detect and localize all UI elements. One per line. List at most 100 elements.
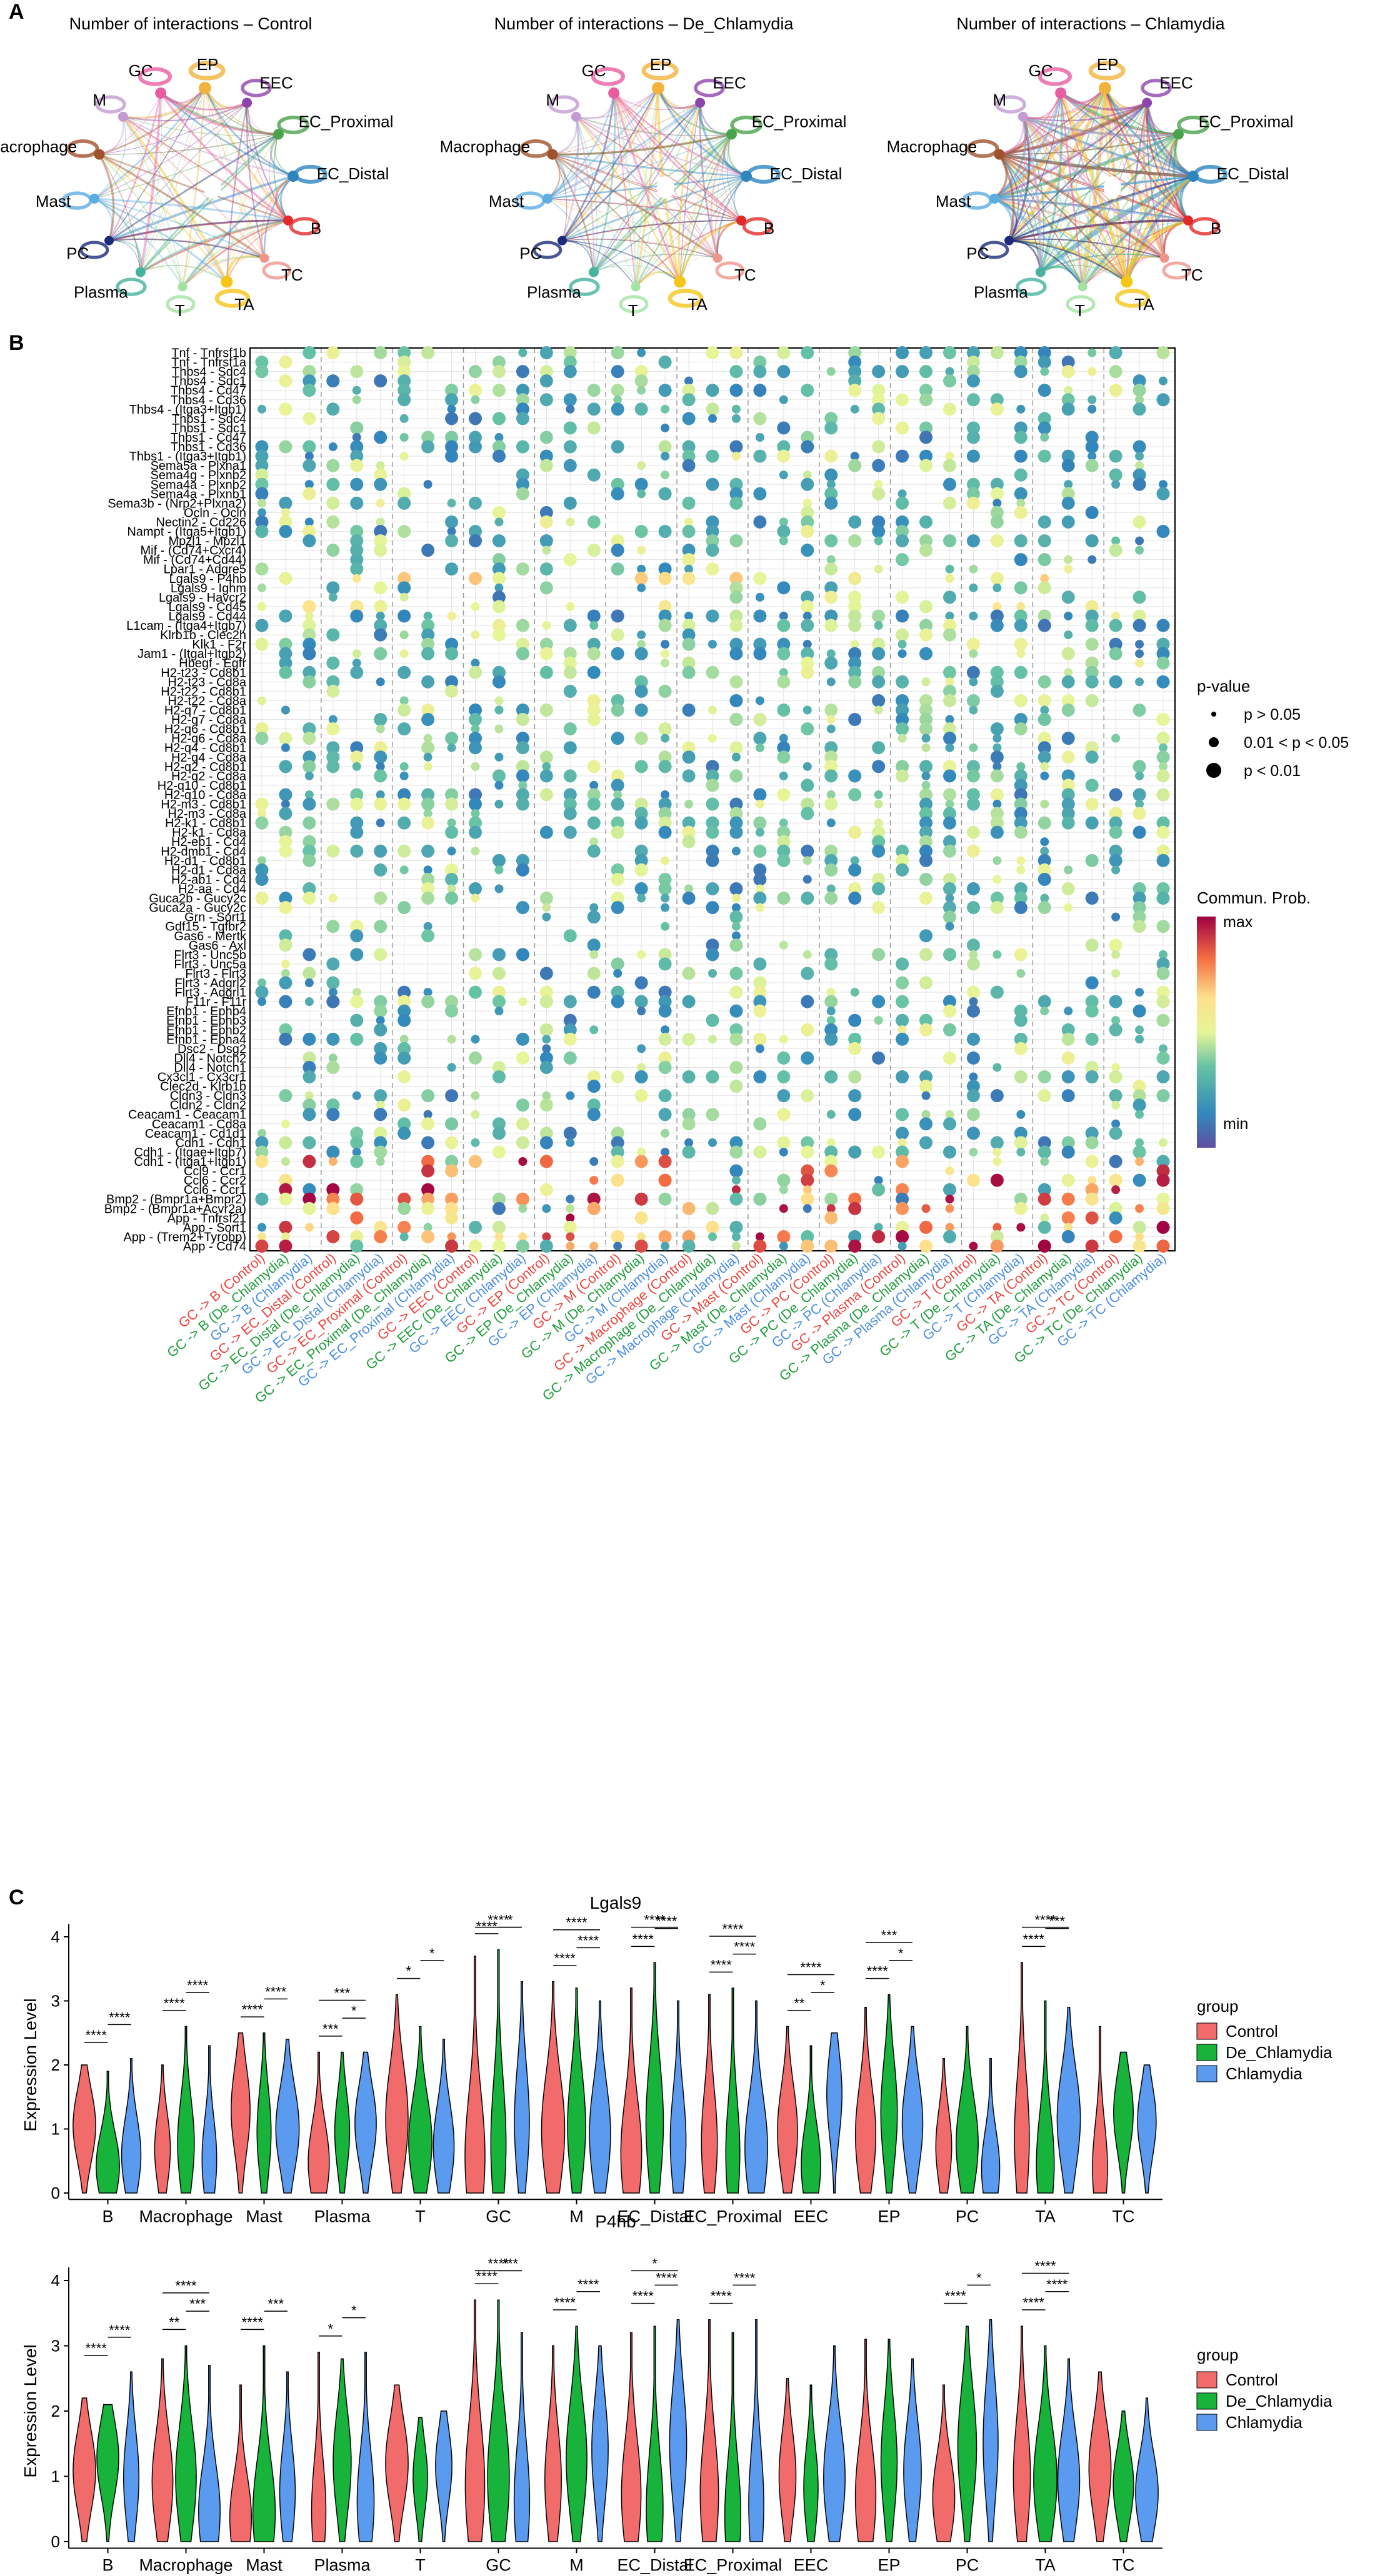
network-center-gap xyxy=(204,176,221,199)
dot xyxy=(1085,609,1099,623)
dot xyxy=(611,1126,624,1140)
dot xyxy=(566,1241,575,1251)
dot xyxy=(1085,430,1099,444)
network-edge xyxy=(657,87,747,177)
row-label: Thbs1 - Cd36 xyxy=(171,440,246,454)
network-edge xyxy=(99,134,279,155)
network-edge xyxy=(635,134,732,287)
violin-De_Chlamydia xyxy=(957,2325,978,2542)
dot xyxy=(563,421,577,435)
y-tick-label: 3 xyxy=(51,2337,60,2355)
dot xyxy=(611,365,624,379)
dot xyxy=(350,825,364,839)
network-edge xyxy=(1060,92,1148,110)
dot xyxy=(896,496,909,510)
dot xyxy=(1156,1070,1170,1084)
dot xyxy=(589,780,599,790)
dot xyxy=(896,393,909,407)
dot xyxy=(492,449,506,463)
dot xyxy=(942,816,956,830)
network-edge xyxy=(561,87,659,242)
dot xyxy=(1135,395,1144,404)
dot xyxy=(542,1232,551,1241)
dot xyxy=(1111,968,1121,978)
dot xyxy=(824,1211,838,1225)
dot xyxy=(1085,1070,1099,1084)
legend-title: group xyxy=(1197,2345,1239,2364)
dot xyxy=(374,797,388,811)
network-edge xyxy=(1082,256,1165,287)
pvalue-legend-label: p < 0.01 xyxy=(1244,762,1301,780)
dot xyxy=(1085,1136,1099,1150)
dot xyxy=(1085,892,1099,905)
dot xyxy=(896,1145,909,1159)
dot xyxy=(801,346,814,360)
dot xyxy=(494,800,504,809)
network-edge xyxy=(552,154,568,241)
dot xyxy=(494,752,504,762)
dot xyxy=(896,675,909,689)
network-edge xyxy=(552,133,732,156)
dot xyxy=(255,637,269,651)
dot xyxy=(919,825,933,839)
dot xyxy=(919,816,933,830)
row-label: Efnb1 - Ephb3 xyxy=(166,1014,246,1028)
dot xyxy=(729,440,743,454)
dot xyxy=(516,365,529,379)
dot xyxy=(1038,1070,1051,1084)
dot xyxy=(942,732,956,745)
dot xyxy=(1038,1239,1051,1253)
dot xyxy=(1156,844,1170,858)
dot xyxy=(634,995,648,1008)
network-edge xyxy=(1022,116,1128,282)
row-label: Flrt3 - Flrt3 xyxy=(185,967,246,981)
dot xyxy=(637,640,646,649)
dot xyxy=(326,581,340,595)
dot xyxy=(469,882,482,895)
dot xyxy=(969,950,978,959)
self-loop-Plasma xyxy=(569,277,600,296)
network-edge xyxy=(657,87,732,136)
dot xyxy=(706,769,719,783)
dot xyxy=(587,515,601,529)
violin-Control xyxy=(1014,1962,1030,2194)
dot xyxy=(990,985,1004,999)
node-label-M: M xyxy=(92,91,106,109)
dot xyxy=(942,665,956,679)
dot xyxy=(302,365,316,379)
dot xyxy=(492,505,506,519)
dot xyxy=(896,515,909,529)
dot xyxy=(658,619,672,632)
dot xyxy=(302,459,316,472)
network-edge xyxy=(1039,92,1063,272)
dot xyxy=(919,929,933,943)
dot xyxy=(706,609,719,623)
dot xyxy=(942,684,956,698)
dot xyxy=(637,1147,646,1156)
dot xyxy=(945,452,954,461)
dot xyxy=(777,619,791,632)
y-tick-label: 0 xyxy=(51,2532,60,2551)
dot xyxy=(753,647,767,660)
node-label-EP: EP xyxy=(650,55,672,74)
row-label: H2-ab1 - Cd4 xyxy=(171,873,246,887)
dot xyxy=(848,534,862,548)
node-TC xyxy=(1159,253,1169,263)
dot xyxy=(1111,1016,1121,1025)
dot xyxy=(302,1183,316,1196)
dot xyxy=(328,715,338,724)
self-loop-B xyxy=(289,217,321,236)
row-label: L1cam - (Itga4+Itgb7) xyxy=(126,619,246,633)
dot xyxy=(421,1155,435,1168)
dot xyxy=(682,496,696,510)
dot xyxy=(942,769,956,783)
violin-Chlamydia xyxy=(1135,2397,1159,2542)
self-loop-EC_Proximal xyxy=(730,116,763,134)
prob-colorbar xyxy=(1197,917,1216,1148)
dot xyxy=(779,940,788,950)
dot xyxy=(682,440,696,454)
dot xyxy=(942,477,956,491)
network-edge xyxy=(140,219,289,273)
dot xyxy=(1109,816,1122,830)
dot xyxy=(374,1220,388,1234)
